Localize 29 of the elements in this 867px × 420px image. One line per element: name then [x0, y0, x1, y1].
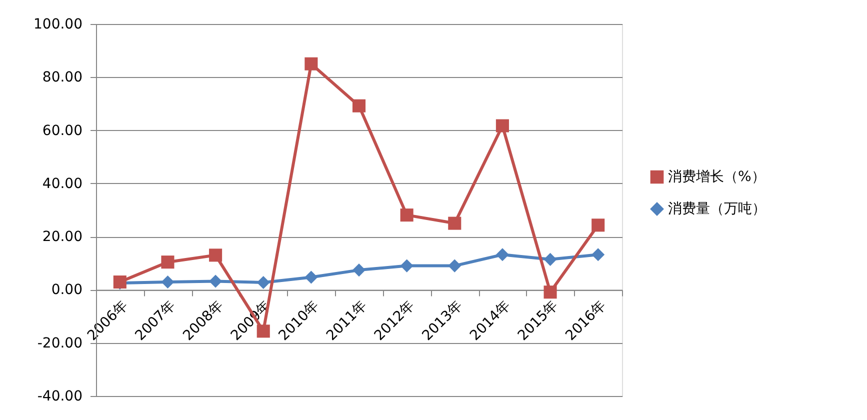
point: [400, 259, 414, 272]
y-tick-label: 80.00: [42, 70, 82, 86]
legend-label: 消费增长（%）: [668, 169, 766, 185]
y-tick-label: -20.00: [37, 335, 82, 352]
y-tick-label: 60.00: [42, 122, 82, 139]
point: [209, 274, 222, 288]
y-tick-label: 20.00: [42, 229, 82, 246]
y-tick-label: 40.00: [42, 176, 82, 192]
point: [592, 248, 605, 262]
y-tick-label: -40.00: [37, 388, 82, 404]
point: [161, 275, 174, 289]
point: [256, 276, 270, 290]
point: [448, 216, 462, 230]
point: [209, 248, 222, 262]
point: [496, 119, 509, 132]
point: [448, 259, 462, 272]
point: [592, 218, 605, 232]
point: [161, 256, 174, 269]
point: [400, 208, 414, 222]
point: [352, 99, 366, 112]
point: [544, 252, 557, 266]
point: [496, 248, 509, 262]
y-tick-label: 0.00: [51, 282, 82, 298]
point: [304, 270, 318, 284]
point: [304, 57, 318, 70]
legend-label: 消费量（万吨）: [668, 201, 766, 217]
y-tick-label: 100.00: [34, 16, 82, 32]
point: [544, 286, 557, 299]
point: [352, 264, 366, 277]
